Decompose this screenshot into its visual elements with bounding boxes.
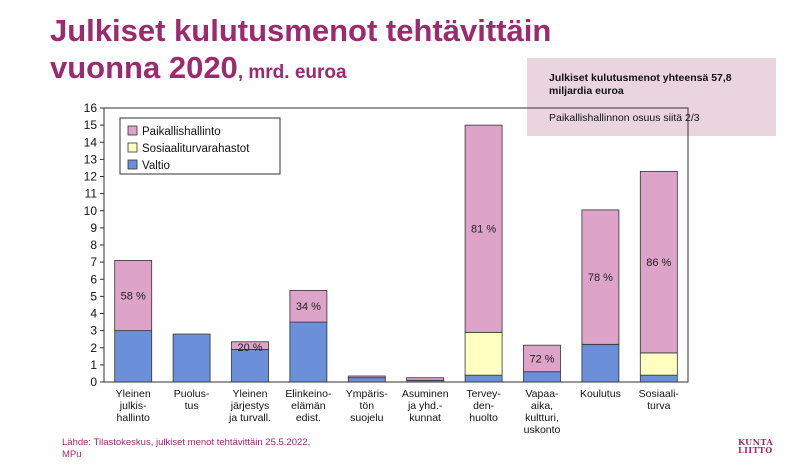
y-tick-label: 10 [84, 204, 98, 218]
title-sub: , mrd. euroa [237, 62, 347, 83]
x-tick-label: järjestys [230, 400, 270, 412]
x-tick-label: elämän [291, 400, 326, 412]
x-tick-label: suojelu [350, 412, 383, 424]
x-tick-label: Vapaa- [525, 388, 559, 400]
y-tick-label: 3 [90, 324, 97, 338]
data-label: 78 % [588, 272, 613, 284]
y-tick-label: 1 [90, 358, 97, 372]
data-label: 58 % [121, 291, 146, 303]
data-label: 72 % [529, 353, 554, 365]
source-note: Lähde: Tilastokeskus, julkiset menot teh… [62, 437, 382, 461]
bar-paikallishallinto [289, 289, 328, 323]
x-tick-label: uskonto [524, 424, 561, 436]
y-tick-label: 0 [90, 375, 97, 389]
bar-valtio [581, 343, 620, 383]
bar-valtio [639, 374, 678, 383]
x-tick-label: hallinto [117, 412, 150, 424]
x-tick-label: Yleinen [116, 388, 151, 400]
x-tick-label: kunnat [409, 412, 441, 424]
data-label: 86 % [646, 257, 671, 269]
y-tick-label: 11 [85, 187, 98, 201]
x-tick-label: den- [473, 400, 495, 412]
x-tick-label: julkis- [119, 400, 147, 412]
y-tick-label: 13 [84, 152, 98, 166]
bar-paikallishallinto [581, 209, 620, 345]
legend-swatch [127, 159, 138, 170]
x-tick-label: huolto [469, 412, 498, 424]
legend-swatch [127, 125, 138, 136]
x-tick-label: Ympäris- [346, 388, 389, 400]
y-tick-label: 15 [84, 118, 98, 132]
x-tick-label: tus [185, 400, 199, 412]
source-line-2: MPu [62, 449, 82, 460]
bar-valtio [523, 371, 561, 383]
bar-paikallishallinto [523, 344, 561, 373]
x-tick-label: Elinkeino- [285, 388, 332, 400]
legend-label: Sosiaaliturvarahastot [142, 143, 250, 155]
x-tick-label: Puolus- [174, 388, 210, 400]
source-line-1: Lähde: Tilastokeskus, julkiset menot teh… [62, 437, 311, 448]
y-tick-label: 5 [90, 289, 97, 303]
bar-paikallishallinto [347, 375, 386, 379]
bar-valtio [289, 321, 328, 383]
x-tick-label: edist. [296, 412, 321, 424]
legend-swatch [127, 142, 138, 153]
y-tick-label: 4 [90, 307, 97, 321]
x-tick-label: Yleinen [232, 388, 267, 400]
info-share: Paikallishallinnon osuus siitä 2/3 [549, 112, 700, 124]
x-tick-label: aika, [531, 400, 553, 412]
legend-label: Paikallishallinto [142, 126, 221, 138]
y-tick-label: 6 [90, 272, 97, 286]
bar-sosiaaliturvarahastot [639, 352, 678, 376]
y-tick-label: 16 [84, 101, 98, 115]
bar-valtio [114, 330, 153, 383]
data-label: 34 % [296, 301, 321, 313]
data-label: 20 % [237, 342, 262, 354]
x-tick-label: ja yhd.- [407, 400, 443, 412]
legend-label: Valtio [142, 160, 170, 172]
y-tick-label: 9 [90, 221, 97, 235]
x-tick-label: ja turvall. [228, 412, 271, 424]
x-tick-label: tön [359, 400, 374, 412]
x-tick-label: Tervey- [466, 388, 501, 400]
x-tick-label: Koulutus [580, 388, 621, 400]
bar-paikallishallinto [639, 170, 678, 354]
bar-paikallishallinto [231, 341, 269, 350]
info-total: Julkiset kulutusmenot yhteensä 57,8 milj… [549, 72, 732, 97]
info-box: Julkiset kulutusmenot yhteensä 57,8 milj… [527, 58, 776, 136]
bar-paikallishallinto [406, 377, 445, 381]
x-tick-label: Asuminen [402, 388, 449, 400]
bar-paikallishallinto [114, 260, 153, 332]
bar-valtio [464, 374, 503, 383]
data-label: 81 % [471, 224, 496, 236]
x-tick-label: turva [647, 400, 671, 412]
y-tick-label: 7 [90, 255, 97, 269]
x-tick-label: kultturi, [525, 412, 559, 424]
chart-title: Julkiset kulutusmenot tehtävittäin vuonn… [50, 12, 650, 91]
bar-paikallishallinto [464, 124, 503, 333]
bar-sosiaaliturvarahastot [464, 331, 503, 376]
x-tick-label: Sosiaali- [639, 388, 680, 400]
title-main: Julkiset kulutusmenot tehtävittäin vuonn… [50, 13, 552, 85]
kuntaliitto-logo: KUNTA LIITTO [738, 437, 774, 455]
bar-valtio [347, 377, 386, 383]
legend [119, 117, 281, 175]
y-tick-label: 12 [84, 170, 98, 184]
y-tick-label: 8 [90, 238, 97, 252]
bar-valtio [231, 349, 269, 383]
y-tick-label: 2 [90, 341, 97, 355]
bar-valtio [172, 333, 211, 383]
y-tick-label: 14 [84, 135, 98, 149]
